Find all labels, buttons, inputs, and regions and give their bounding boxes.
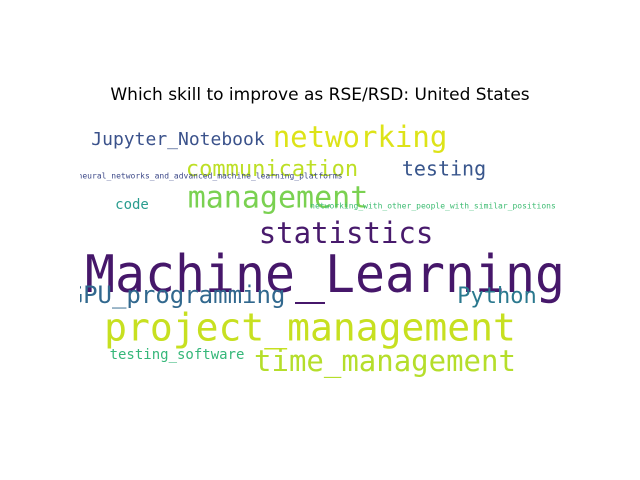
word-communication: communication xyxy=(186,157,358,182)
word-project-management: project_management xyxy=(104,306,516,351)
word-neural-networks-and-advanced-machine-learning-platforms: neural_networks_and_advanced_machine_lea… xyxy=(80,172,343,181)
chart-title: Which skill to improve as RSE/RSD: Unite… xyxy=(110,85,530,105)
word-management: management xyxy=(188,181,369,216)
word-gpu-programming: GPU_programming xyxy=(80,281,285,309)
word-testing: testing xyxy=(402,157,486,181)
word-cloud-svg: Machine_Learningproject_managementtime_m… xyxy=(80,120,565,379)
word-networking: networking xyxy=(273,120,448,154)
word-code: code xyxy=(115,197,149,213)
word-cloud: Machine_Learning project_management time_m… xyxy=(80,108,570,381)
word-testing-software: testing_software xyxy=(110,347,245,363)
word-time-management: time_management xyxy=(254,344,516,379)
word-python: Python xyxy=(457,284,536,309)
word-machine-learning: Machine_Learning xyxy=(85,245,565,305)
word-statistics: statistics xyxy=(259,216,434,250)
word-networking-with-other-people-with-similar-positions: networking_with_other_people_with_simila… xyxy=(310,202,556,211)
word-jupyter-notebook: Jupyter_Notebook xyxy=(91,129,265,150)
